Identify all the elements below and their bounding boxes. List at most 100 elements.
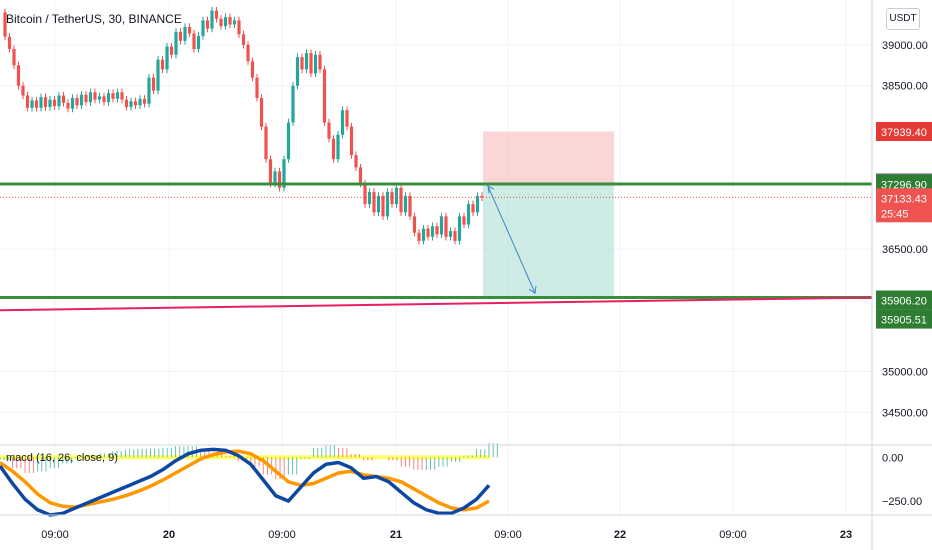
candle-body [43, 97, 48, 107]
candle-body [183, 26, 187, 41]
candle-body [336, 134, 340, 160]
macd-tick-label: −250.00 [882, 496, 922, 508]
candle-body [349, 126, 354, 156]
countdown-text: 25:45 [881, 208, 909, 220]
time-tick-label: 09:00 [494, 529, 522, 541]
candle-body [340, 110, 345, 135]
candle-body [88, 92, 93, 103]
candle-body [448, 231, 453, 237]
candle-body [363, 183, 367, 205]
price-label-text: 35905.51 [881, 315, 927, 327]
candle-body [219, 18, 223, 27]
candle-body [435, 226, 439, 235]
macd-tick-label: 0.00 [882, 452, 903, 464]
candle-body [3, 12, 7, 37]
candle-body [138, 98, 142, 106]
candle-body [84, 94, 88, 103]
price-label-text: 35906.20 [881, 296, 927, 308]
arrow-tail [487, 185, 495, 194]
macd-pane [0, 443, 498, 517]
candle-body [61, 95, 66, 103]
candle-body [403, 195, 408, 213]
time-tick-label: 22 [614, 529, 626, 541]
candle-body [462, 216, 466, 225]
candle-body [309, 53, 313, 74]
candle-body [331, 138, 336, 160]
candle-body [214, 10, 219, 19]
candle-body [354, 155, 358, 168]
candle-body [228, 17, 232, 25]
candle-body [376, 195, 381, 213]
candle-series [3, 6, 484, 245]
candle-body [111, 93, 115, 99]
candle-body [408, 195, 412, 217]
candle-body [250, 61, 255, 78]
currency-button[interactable]: USDT [886, 8, 920, 30]
time-tick-label: 20 [163, 529, 175, 541]
candle-body [169, 46, 174, 55]
candle-body [48, 99, 52, 107]
price-tick-label: 38500.00 [882, 81, 928, 93]
candle-body [205, 20, 210, 29]
candle-body [232, 20, 237, 25]
candle-body [97, 96, 102, 100]
candle-body [102, 96, 106, 103]
time-tick-label: 09:00 [719, 529, 747, 541]
candle-body [201, 20, 205, 36]
macd-line [0, 447, 491, 517]
candle-body [16, 65, 21, 86]
symbol-title[interactable]: Bitcoin / TetherUS, 30, BINANCE [6, 12, 182, 26]
candle-body [372, 191, 376, 213]
candle-body [178, 31, 183, 41]
candle-body [39, 97, 43, 108]
candle-body [439, 216, 444, 235]
candle-body [426, 228, 430, 237]
candle-body [273, 171, 277, 184]
candle-body [475, 195, 480, 213]
time-tick-label: 09:00 [268, 529, 296, 541]
candle-body [471, 204, 475, 213]
candle-body [286, 122, 291, 160]
price-labels: 37939.4037310.5337296.9037133.4325:45359… [876, 122, 932, 329]
candle-body [160, 59, 165, 70]
candle-body [421, 228, 426, 241]
candle-body [390, 191, 394, 205]
candle-body [466, 204, 471, 225]
candle-body [79, 94, 84, 106]
position-zones [483, 131, 614, 298]
candle-body [358, 167, 363, 184]
price-tick-label: 35000.00 [882, 367, 928, 379]
candle-body [385, 191, 390, 217]
candle-body [70, 97, 75, 109]
candle-body [282, 159, 286, 188]
candle-body [115, 92, 120, 99]
candle-body [412, 216, 417, 233]
price-tick-label: 34500.00 [882, 407, 928, 419]
candle-body [453, 231, 457, 241]
candle-body [241, 34, 246, 45]
candle-body [174, 31, 178, 55]
candle-body [237, 20, 241, 35]
candle-body [210, 10, 214, 29]
macd-title[interactable]: macd (16, 26, close, 9) [6, 452, 118, 464]
price-tick-label: 36500.00 [882, 244, 928, 256]
candle-body [313, 54, 318, 74]
candle-body [106, 93, 111, 103]
candle-body [7, 36, 12, 49]
candle-body [147, 77, 151, 104]
price-label-tag [876, 188, 932, 223]
drawing-lines[interactable] [0, 182, 873, 312]
candle-body [322, 69, 327, 123]
candle-body [66, 102, 70, 109]
candle-body [34, 100, 39, 108]
candle-body [25, 95, 30, 108]
projection-arrow [487, 185, 536, 294]
candle-body [444, 216, 448, 237]
take-profit-zone [483, 183, 614, 298]
candle-body [21, 85, 25, 96]
candle-body [142, 98, 147, 104]
candle-body [165, 46, 169, 70]
candle-body [196, 35, 201, 49]
